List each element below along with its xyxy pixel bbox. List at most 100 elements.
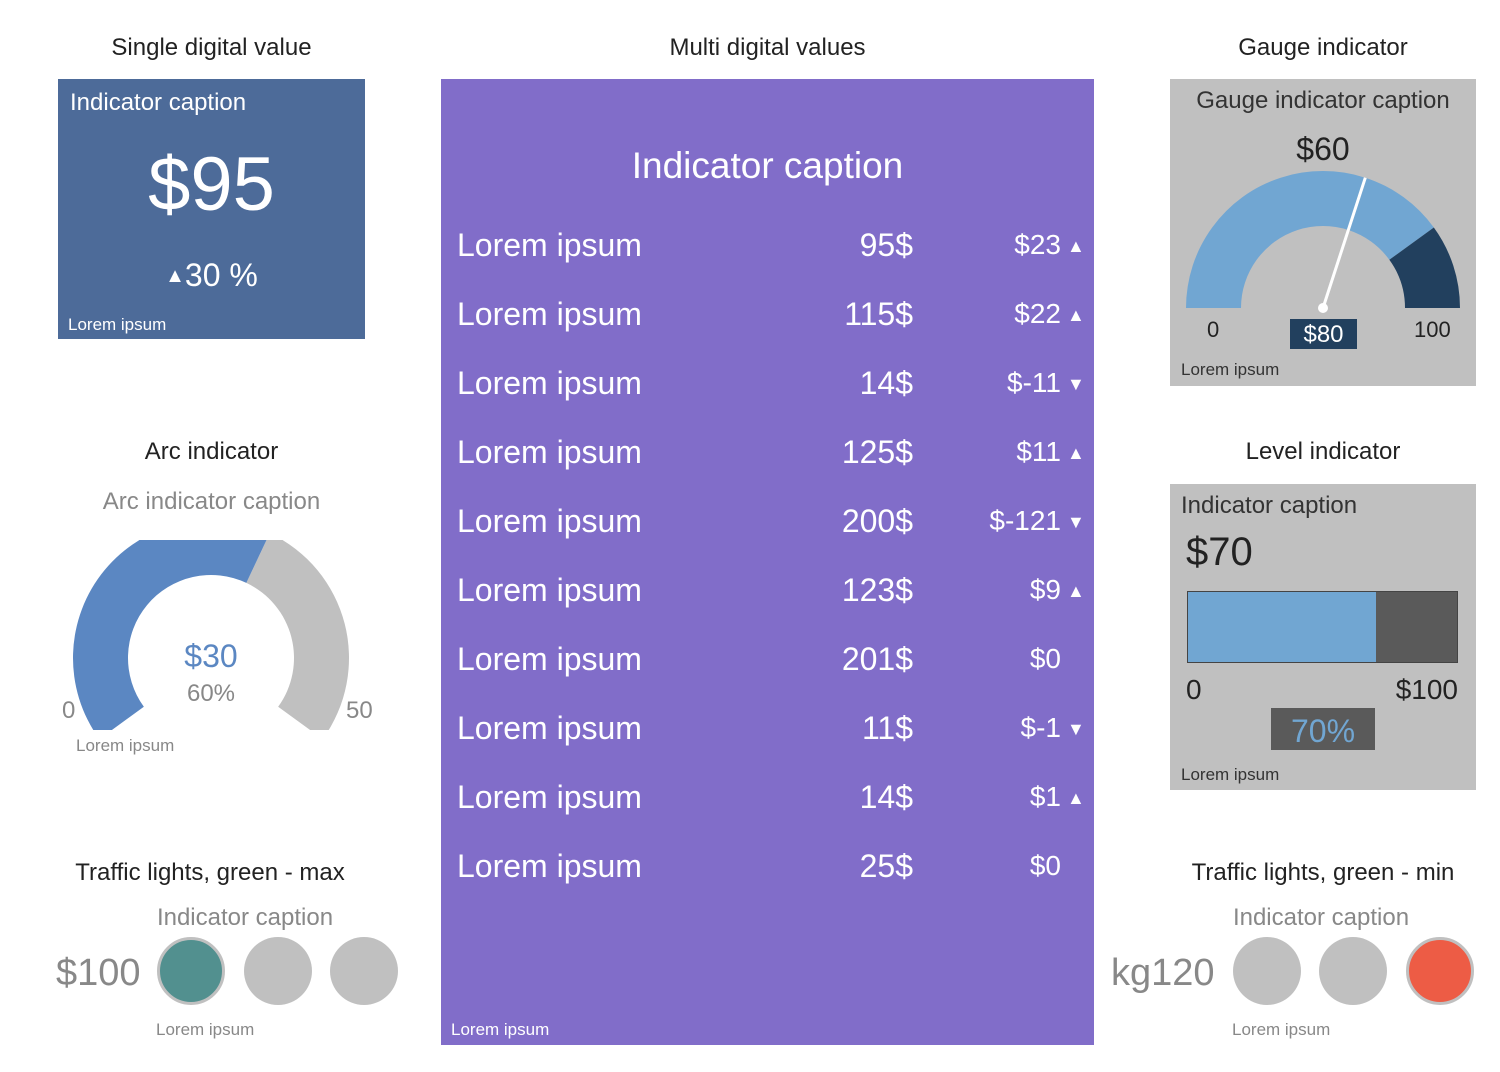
list-item: Lorem ipsum 201$ $0 [441,641,1094,691]
gauge-min-label: 0 [1207,317,1220,342]
down-arrow-icon: ▼ [1067,719,1085,739]
single-value-title: Single digital value [111,34,312,61]
row-value: 125$ [841,434,913,470]
level-value: $70 [1186,530,1253,574]
gauge-needle-hub [1318,303,1328,313]
up-arrow-icon: ▲ [1067,443,1085,463]
arc-fill [73,540,267,730]
list-item: Lorem ipsum 125$ $11 ▲ [441,434,1094,484]
traffic-max-light-3 [330,937,398,1005]
traffic-max-title: Traffic lights, green - max [75,859,345,886]
level-bar-fill [1188,592,1377,662]
list-item: Lorem ipsum 200$ $-121 ▼ [441,503,1094,553]
row-change: $11 [1016,436,1061,467]
arc-indicator-title: Arc indicator [144,438,279,465]
gauge-panel: Gauge indicator caption $60 0 $80 100 Lo… [1170,79,1476,386]
row-label: Lorem ipsum [457,434,642,470]
traffic-min-light-3 [1406,937,1474,1005]
gauge-threshold-badge: $80 [1290,319,1357,349]
level-panel: Indicator caption $70 0 $100 70% Lorem i… [1170,484,1476,790]
gauge-alert-arc [1389,227,1460,308]
row-label: Lorem ipsum [457,365,642,401]
gauge-caption: Gauge indicator caption [1196,87,1450,114]
row-value: 11$ [861,710,913,746]
row-label: Lorem ipsum [457,572,642,608]
traffic-min-footer: Lorem ipsum [1232,1020,1331,1039]
row-label: Lorem ipsum [457,710,642,746]
single-caption: Indicator caption [70,89,247,116]
single-value-panel: Indicator caption $95 ▲30 % Lorem ipsum [58,79,365,339]
traffic-max-footer: Lorem ipsum [156,1020,255,1039]
list-item: Lorem ipsum 123$ $9 ▲ [441,572,1094,622]
level-max-label: $100 [1395,674,1458,705]
gauge-max-label: 100 [1414,317,1451,342]
level-min-label: 0 [1186,674,1202,705]
row-value: 95$ [859,227,913,263]
row-value: 123$ [841,572,913,608]
list-item: Lorem ipsum 14$ $-11 ▼ [441,365,1094,415]
multi-footer: Lorem ipsum [451,1020,550,1039]
traffic-min-light-2 [1319,937,1387,1005]
list-item: Lorem ipsum 14$ $1 ▲ [441,779,1094,829]
arc-value: $30 [184,638,238,674]
arc-dial [73,540,349,730]
gauge-needle [1321,177,1367,309]
traffic-min-title: Traffic lights, green - min [1191,859,1455,886]
gauge-footer: Lorem ipsum [1181,360,1280,379]
up-arrow-icon: ▲ [165,265,185,287]
row-value: 201$ [841,641,913,677]
row-change: $22 [1014,298,1061,329]
row-value: 25$ [859,848,913,884]
single-footer: Lorem ipsum [68,315,167,334]
row-change: $1 [1029,781,1061,812]
arc-track [246,540,349,730]
traffic-max-light-1 [157,937,225,1005]
row-value: 200$ [841,503,913,539]
list-item: Lorem ipsum 25$ $0 [441,848,1094,898]
list-item: Lorem ipsum 115$ $22 ▲ [441,296,1094,346]
gauge-value: $60 [1296,131,1350,167]
level-bar [1187,591,1458,663]
arc-max-label: 50 [346,697,373,724]
single-value: $95 [148,142,275,227]
row-value: 14$ [859,779,913,815]
single-change: ▲30 % [58,257,365,294]
row-change: $-121 [989,505,1061,536]
arc-percent: 60% [186,680,236,707]
arc-min-label: 0 [62,697,76,724]
row-change: $0 [1029,850,1061,881]
row-value: 14$ [859,365,913,401]
multi-values-title: Multi digital values [669,34,866,61]
row-change: $9 [1029,574,1061,605]
row-label: Lorem ipsum [457,296,642,332]
row-value: 115$ [844,296,913,332]
row-change: $-11 [1007,367,1061,398]
traffic-min-caption: Indicator caption [1232,904,1410,931]
gauge-normal-arc [1186,171,1434,308]
traffic-max-caption: Indicator caption [156,904,334,931]
multi-values-panel: Indicator caption Lorem ipsum 95$ $23 ▲ Lore… [441,79,1094,1045]
up-arrow-icon: ▲ [1067,236,1085,256]
level-percent: 70% [1271,708,1375,750]
row-label: Lorem ipsum [457,779,642,815]
row-change: $0 [1029,643,1061,674]
up-arrow-icon: ▲ [1067,788,1085,808]
list-item: Lorem ipsum 95$ $23 ▲ [441,227,1094,277]
row-label: Lorem ipsum [457,848,642,884]
level-footer: Lorem ipsum [1181,765,1280,784]
arc-footer: Lorem ipsum [76,736,175,755]
level-caption: Indicator caption [1181,492,1358,519]
traffic-min-value: kg120 [1111,952,1215,994]
row-change: $-1 [1020,712,1061,743]
gauge-indicator-title: Gauge indicator [1238,34,1408,61]
traffic-min-light-1 [1233,937,1301,1005]
level-indicator-title: Level indicator [1245,438,1401,465]
traffic-max-value: $100 [56,952,141,994]
down-arrow-icon: ▼ [1067,374,1085,394]
down-arrow-icon: ▼ [1067,512,1085,532]
list-item: Lorem ipsum 11$ $-1 ▼ [441,710,1094,760]
row-label: Lorem ipsum [457,503,642,539]
up-arrow-icon: ▲ [1067,305,1085,325]
single-percent: 30 % [184,257,258,293]
up-arrow-icon: ▲ [1067,581,1085,601]
